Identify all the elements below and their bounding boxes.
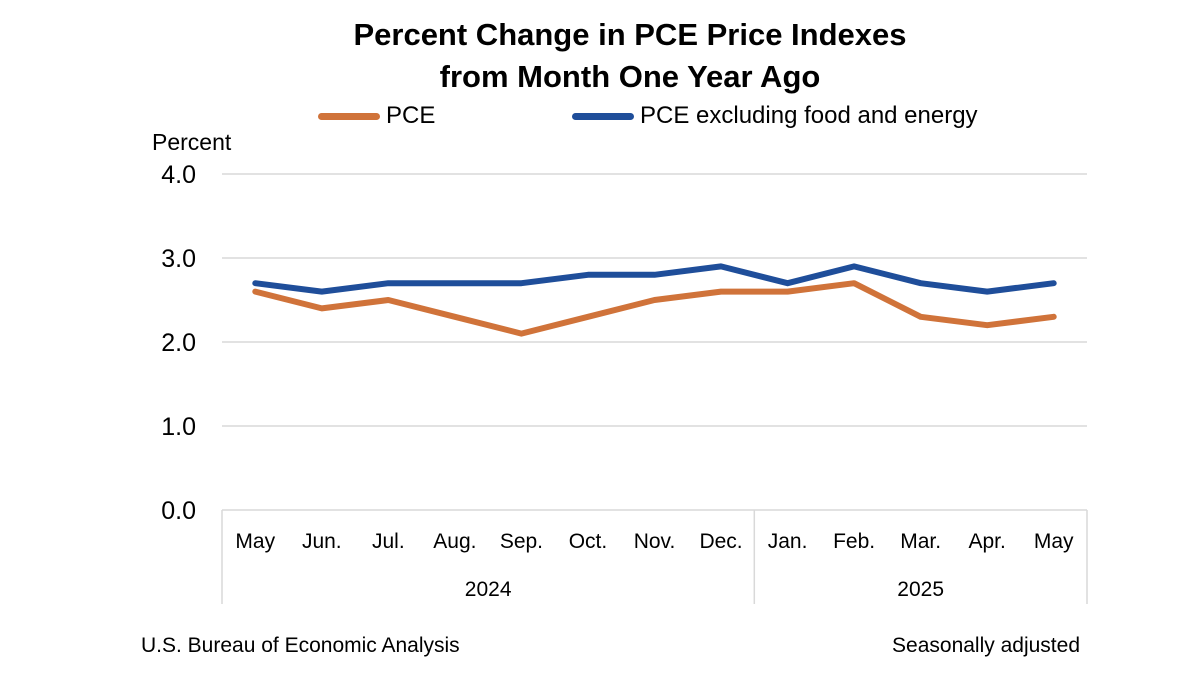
y-tick-label-0: 0.0 (161, 497, 196, 525)
x-tick-label-12: May (1034, 530, 1074, 553)
source-note: U.S. Bureau of Economic Analysis (141, 634, 460, 657)
chart-title-line-1: Percent Change in PCE Price Indexes (353, 17, 907, 52)
legend-label-pce: PCE (386, 102, 436, 129)
x-tick-label-0: May (235, 530, 275, 553)
year-group-label-2025: 2025 (897, 578, 944, 601)
chart-title-line-2: from Month One Year Ago (439, 59, 821, 94)
x-tick-label-9: Feb. (833, 530, 875, 553)
y-tick-label-2: 2.0 (161, 329, 196, 357)
adjustment-note: Seasonally adjusted (892, 634, 1080, 657)
x-tick-label-3: Aug. (433, 530, 476, 553)
x-tick-label-1: Jun. (302, 530, 342, 553)
legend-swatch-pce (318, 112, 380, 120)
y-tick-label-4: 4.0 (161, 161, 196, 189)
x-tick-label-8: Jan. (768, 530, 808, 553)
x-tick-label-2: Jul. (372, 530, 405, 553)
year-group-label-2024: 2024 (465, 578, 512, 601)
legend-label-core-pce: PCE excluding food and energy (640, 102, 978, 129)
series-line-pce (252, 280, 1057, 337)
chart-title: Percent Change in PCE Price Indexes from… (0, 14, 1200, 98)
x-tick-label-6: Nov. (634, 530, 676, 553)
x-tick-label-7: Dec. (699, 530, 742, 553)
y-tick-label-1: 1.0 (161, 413, 196, 441)
legend-item-pce: PCE (318, 101, 435, 131)
x-tick-label-11: Apr. (969, 530, 1006, 553)
y-axis-label: Percent (152, 129, 232, 155)
x-tick-label-10: Mar. (900, 530, 941, 553)
y-tick-label-3: 3.0 (161, 245, 196, 273)
series-line-core-pce (252, 263, 1057, 295)
x-tick-label-4: Sep. (500, 530, 543, 553)
legend-item-core-pce: PCE excluding food and energy (572, 101, 978, 131)
x-tick-label-5: Oct. (569, 530, 608, 553)
legend-swatch-core-pce (572, 112, 634, 120)
